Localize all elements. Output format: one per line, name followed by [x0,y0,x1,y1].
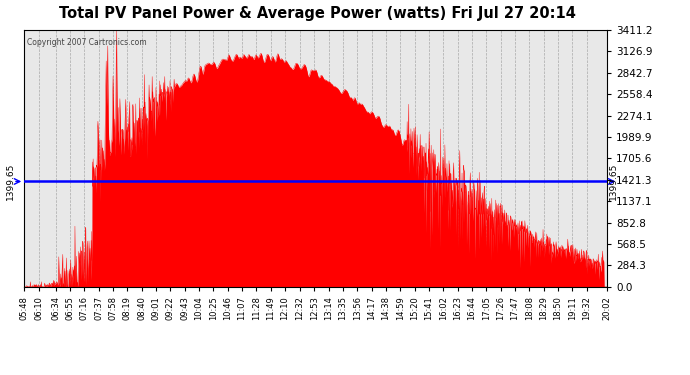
Text: 1399.65: 1399.65 [609,163,618,200]
Text: Total PV Panel Power & Average Power (watts) Fri Jul 27 20:14: Total PV Panel Power & Average Power (wa… [59,6,576,21]
Text: Copyright 2007 Cartronics.com: Copyright 2007 Cartronics.com [27,38,147,47]
Text: 1399.65: 1399.65 [6,163,14,200]
